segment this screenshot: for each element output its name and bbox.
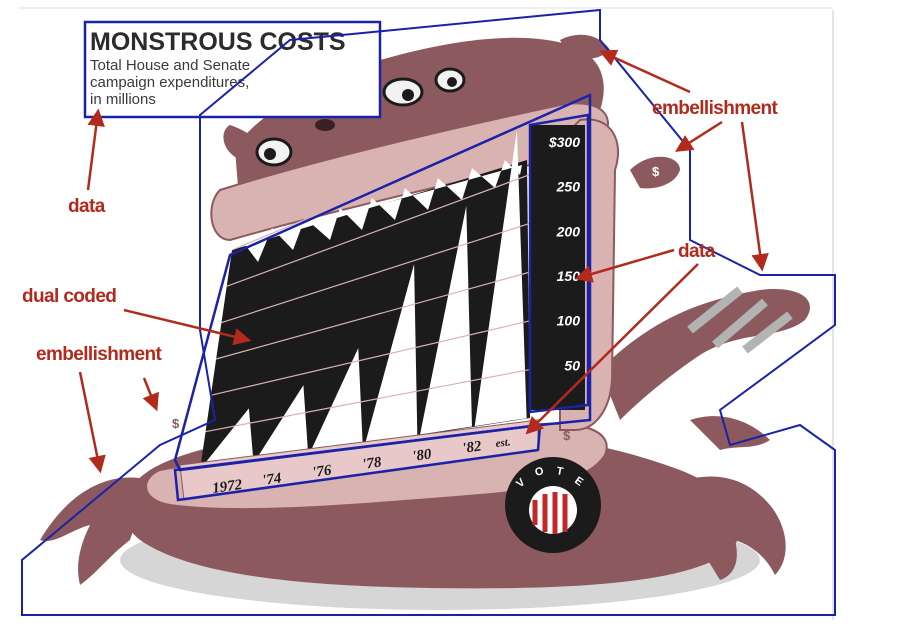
vote-badge-stripes xyxy=(532,492,568,534)
annotation-dual-coded: dual coded xyxy=(22,286,116,307)
title-box xyxy=(83,20,382,119)
vote-letter-o: O xyxy=(534,465,546,479)
monster-ear-left xyxy=(223,125,265,160)
x-tick-label: '82 xyxy=(461,438,483,457)
monster-tail xyxy=(600,289,810,420)
outline-y-axis xyxy=(528,113,590,414)
x-tick-note: est. xyxy=(495,436,511,450)
arrow-data-axis-1 xyxy=(574,248,675,283)
dollar-sign-mouth: $ xyxy=(563,428,571,443)
y-tick-label: $300 xyxy=(548,134,580,150)
monster-upper-teeth xyxy=(235,160,522,262)
monster-leg-right xyxy=(660,476,786,580)
chart-title: MONSTROUS COSTS xyxy=(90,28,346,56)
tail-stripe xyxy=(687,286,793,354)
chart-subtitle-line-1: Total House and Senate xyxy=(90,57,250,74)
monster-arm-right xyxy=(690,416,770,450)
tooth-bar-'74 xyxy=(256,385,308,460)
y-axis-ticks: 50 100 150 200 250 $300 xyxy=(548,134,580,373)
gridline-0 xyxy=(205,368,533,433)
annotation-layer: data embellishment data dual coded embel… xyxy=(22,49,779,474)
x-tick-label: '74 xyxy=(261,470,283,489)
gridline-3 xyxy=(221,222,533,324)
tooth-bar-'82 xyxy=(474,129,527,427)
monster-pupil-right xyxy=(402,89,414,101)
arrow-emb-left-2 xyxy=(78,371,106,474)
annotation-data-axis: data xyxy=(678,241,716,262)
y-tick-label: 100 xyxy=(557,313,581,329)
x-tick-label: '80 xyxy=(411,446,433,465)
arrow-data-title xyxy=(86,108,105,191)
dollar-sign-right: $ xyxy=(652,164,660,179)
y-tick-label: 50 xyxy=(564,357,580,373)
dollar-sign-left: $ xyxy=(172,416,180,431)
gridline-2 xyxy=(215,270,533,360)
annotation-embellishment-left: embellishment xyxy=(36,344,163,365)
arrow-emb-3 xyxy=(740,121,769,272)
dollar-blob-right xyxy=(630,156,680,189)
arrow-emb-2 xyxy=(675,120,723,152)
x-axis-ticks: 1972'74'76'78'80'82 xyxy=(211,438,483,497)
outline-data-axis xyxy=(173,423,542,502)
monster-ear-right xyxy=(560,34,610,60)
monster-pupil-left xyxy=(264,148,276,160)
y-tick-label: 150 xyxy=(557,268,581,284)
tooth-bar-1972 xyxy=(201,408,254,468)
y-tick-label: 250 xyxy=(556,179,581,195)
arrow-emb-1 xyxy=(598,49,691,94)
vote-letter-t: T xyxy=(555,465,564,478)
arrow-emb-left-1 xyxy=(142,377,159,412)
arrow-dual-coded xyxy=(123,308,252,346)
monster-nostril xyxy=(315,119,335,131)
y-tick-label: 200 xyxy=(556,223,581,239)
x-tick-label: '76 xyxy=(311,462,333,481)
gridline-4 xyxy=(226,173,533,287)
annotation-embellishment-top: embellishment xyxy=(652,98,779,119)
annotation-data-title: data xyxy=(68,196,106,217)
gridline-1 xyxy=(210,319,533,396)
monster-pupil-right-2 xyxy=(447,77,457,87)
monster-leg-left xyxy=(40,477,150,585)
arrow-data-axis-2 xyxy=(525,263,699,435)
monster-illustration: $ $ $ xyxy=(40,34,810,610)
tooth-bar-'76 xyxy=(310,348,363,452)
x-tick-label: '78 xyxy=(361,454,383,473)
chart-subtitle-line-3: in millions xyxy=(90,91,156,108)
chart-subtitle-line-2: campaign expenditures, xyxy=(90,74,249,91)
vote-badge: V O T E xyxy=(505,457,601,553)
tooth-bar-'80 xyxy=(420,206,472,435)
